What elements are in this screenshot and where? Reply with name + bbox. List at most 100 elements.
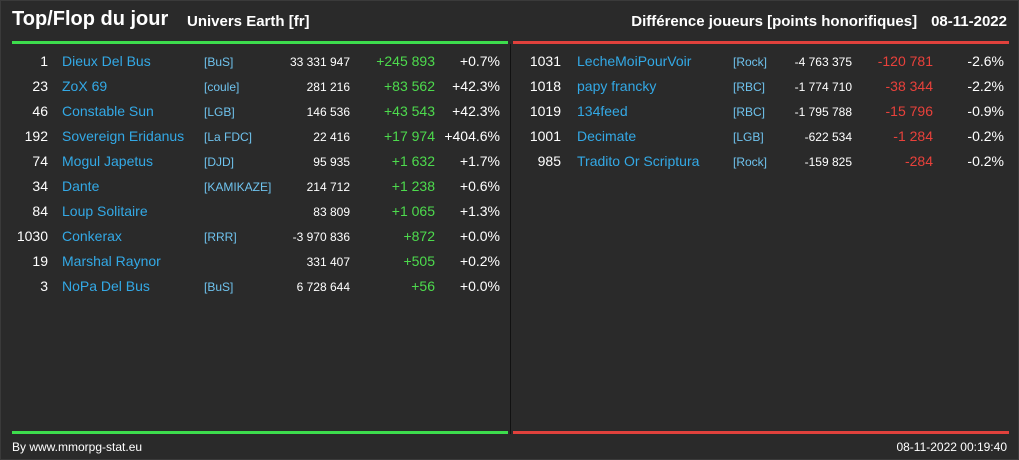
points-delta: +872	[403, 228, 435, 244]
table-row: 3 NoPa Del Bus [BuS] 6 728 644 +56 +0.0%	[1, 274, 510, 299]
table-row: 23 ZoX 69 [coule] 281 216 +83 562 +42.3%	[1, 74, 510, 99]
percent-change: +1.7%	[459, 153, 500, 169]
alliance-tag-link[interactable]: [Rock]	[733, 155, 768, 169]
points-delta: +1 065	[391, 203, 435, 219]
alliance-tag-link[interactable]: [BuS]	[204, 280, 234, 294]
alliance-tag-link[interactable]: [Rock]	[733, 55, 768, 69]
alliance-tag-link[interactable]: [RBC]	[733, 105, 766, 119]
univers-label: Univers Earth [fr]	[187, 13, 310, 30]
alliance-tag-link[interactable]: [RRR]	[204, 230, 237, 244]
player-name-link[interactable]: Sovereign Eridanus	[62, 128, 185, 144]
player-rank: 985	[537, 153, 561, 169]
points-delta: +245 893	[376, 53, 435, 69]
player-points: 331 407	[306, 255, 350, 269]
player-name-link[interactable]: Mogul Japetus	[62, 153, 154, 169]
percent-change: +42.3%	[452, 103, 500, 119]
alliance-tag-link[interactable]: [LGB]	[733, 130, 764, 144]
player-rank: 1	[40, 53, 48, 69]
alliance-tag-link[interactable]: [KAMIKAZE]	[204, 180, 272, 194]
table-row: 84 Loup Solitaire 83 809 +1 065 +1.3%	[1, 199, 510, 224]
points-delta: -38 344	[885, 78, 933, 94]
points-delta: -1 284	[893, 128, 933, 144]
alliance-tag-link[interactable]: [coule]	[204, 80, 240, 94]
alliance-tag-link[interactable]: [La FDC]	[204, 130, 253, 144]
table-row: 34 Dante [KAMIKAZE] 214 712 +1 238 +0.6%	[1, 174, 510, 199]
player-rank: 23	[32, 78, 48, 94]
player-name-link[interactable]: 134feed	[577, 103, 628, 119]
player-name-link[interactable]: papy francky	[577, 78, 657, 94]
player-rank: 1019	[529, 103, 561, 119]
percent-change: +404.6%	[444, 128, 500, 144]
player-rank: 84	[32, 203, 48, 219]
bottom-divider-red	[513, 431, 1009, 434]
points-delta: -120 781	[877, 53, 933, 69]
player-rank: 192	[24, 128, 48, 144]
player-points: 95 935	[313, 155, 350, 169]
percent-change: +42.3%	[452, 78, 500, 94]
percent-change: +0.0%	[459, 228, 500, 244]
player-rank: 34	[32, 178, 48, 194]
player-name-link[interactable]: ZoX 69	[62, 78, 108, 94]
player-name-link[interactable]: Conkerax	[62, 228, 122, 244]
alliance-tag-link[interactable]: [DJD]	[204, 155, 234, 169]
player-rank: 1001	[529, 128, 561, 144]
player-rank: 1031	[529, 53, 561, 69]
table-row: 1031 LecheMoiPourVoir [Rock] -4 763 375 -120…	[511, 49, 1018, 74]
player-name-link[interactable]: Constable Sun	[62, 103, 154, 119]
percent-change: +0.7%	[459, 53, 500, 69]
percent-change: -0.2%	[967, 153, 1004, 169]
player-points: 83 809	[313, 205, 350, 219]
player-name-link[interactable]: LecheMoiPourVoir	[577, 53, 692, 69]
table-row: 1018 papy francky [RBC] -1 774 710 -38 344 -2…	[511, 74, 1018, 99]
player-rank: 3	[40, 278, 48, 294]
player-name-link[interactable]: Loup Solitaire	[62, 203, 148, 219]
player-points: -1 795 788	[794, 105, 852, 119]
player-name-link[interactable]: NoPa Del Bus	[62, 278, 150, 294]
column-divider	[510, 44, 511, 434]
footer-timestamp: 08-11-2022 00:19:40	[896, 440, 1007, 454]
points-delta: +1 632	[391, 153, 435, 169]
points-delta: +1 238	[391, 178, 435, 194]
percent-change: -0.9%	[967, 103, 1004, 119]
player-name-link[interactable]: Tradito Or Scriptura	[577, 153, 700, 169]
player-points: -3 970 836	[292, 230, 350, 244]
header-date: 08-11-2022	[931, 13, 1007, 30]
player-points: -622 534	[804, 130, 852, 144]
percent-change: +0.0%	[459, 278, 500, 294]
points-delta: +56	[411, 278, 435, 294]
percent-change: -2.2%	[967, 78, 1004, 94]
player-name-link[interactable]: Dante	[62, 178, 100, 194]
table-row: 1019 134feed [RBC] -1 795 788 -15 796 -0.9%	[511, 99, 1018, 124]
header: Top/Flop du jour Univers Earth [fr] Diff…	[1, 1, 1018, 41]
header-right: Différence joueurs [points honorifiques]…	[631, 13, 1007, 30]
alliance-tag-link[interactable]: [RBC]	[733, 80, 766, 94]
table-row: 1030 Conkerax [RRR] -3 970 836 +872 +0.0%	[1, 224, 510, 249]
footer-credit: By www.mmorpg-stat.eu	[12, 440, 143, 454]
player-name-link[interactable]: Decimate	[577, 128, 637, 144]
percent-change: +0.6%	[459, 178, 500, 194]
player-rank: 1018	[529, 78, 561, 94]
player-rank: 19	[32, 253, 48, 269]
player-points: 6 728 644	[296, 280, 350, 294]
player-name-link[interactable]: Dieux Del Bus	[62, 53, 151, 69]
player-name-link[interactable]: Marshal Raynor	[62, 253, 161, 269]
alliance-tag-link[interactable]: [BuS]	[204, 55, 234, 69]
table-row: 1 Dieux Del Bus [BuS] 33 331 947 +245 893 +0.…	[1, 49, 510, 74]
top-divider-green	[12, 41, 508, 44]
table-row: 46 Constable Sun [LGB] 146 536 +43 543 +42.3%	[1, 99, 510, 124]
points-delta: -15 796	[885, 103, 933, 119]
player-points: 214 712	[306, 180, 350, 194]
player-points: 146 536	[306, 105, 350, 119]
alliance-tag-link[interactable]: [LGB]	[204, 105, 235, 119]
player-points: -4 763 375	[794, 55, 852, 69]
top-divider-red	[513, 41, 1009, 44]
player-rank: 74	[32, 153, 48, 169]
player-rank: 46	[32, 103, 48, 119]
player-rank: 1030	[16, 228, 48, 244]
table-row: 19 Marshal Raynor 331 407 +505 +0.2%	[1, 249, 510, 274]
bottom-divider-green	[12, 431, 508, 434]
player-points: 281 216	[306, 80, 350, 94]
table-row: 1001 Decimate [LGB] -622 534 -1 284 -0.2%	[511, 124, 1018, 149]
percent-change: -0.2%	[967, 128, 1004, 144]
